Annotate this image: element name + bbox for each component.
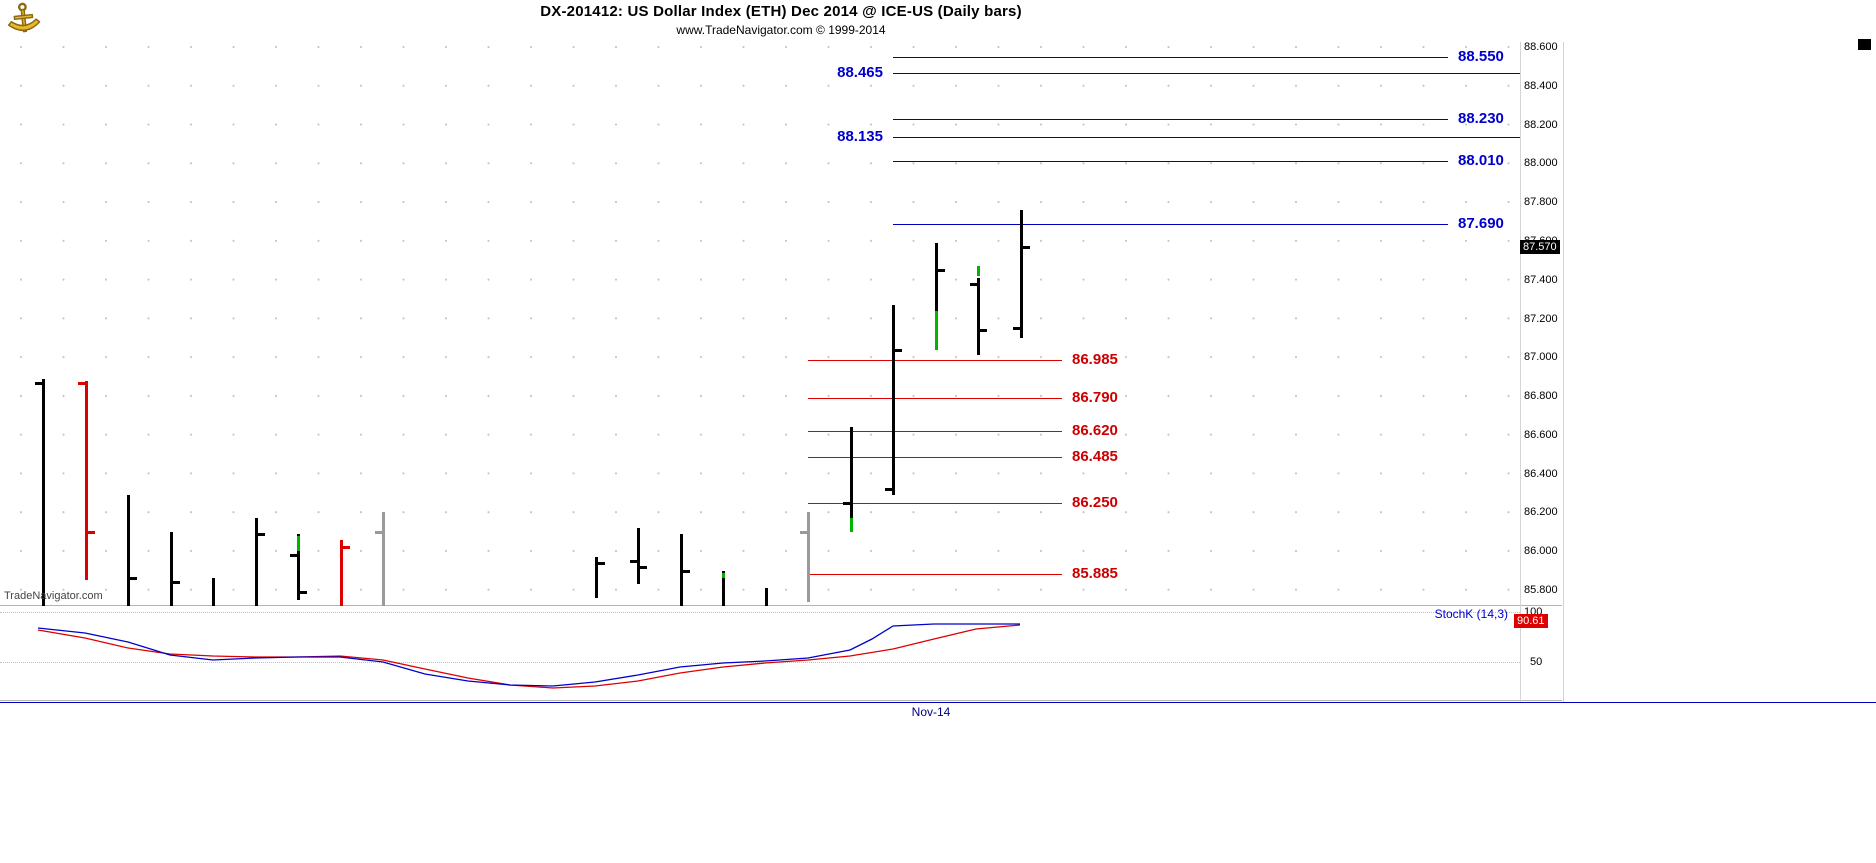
scrollbar-corner[interactable] — [1858, 39, 1871, 50]
price-axis-label: 86.800 — [1524, 390, 1558, 403]
stoch-value-badge: 90.61 — [1514, 614, 1548, 629]
stoch-gridline-50 — [0, 662, 1520, 663]
price-axis-label: 85.800 — [1524, 584, 1558, 597]
axis-divider — [1563, 42, 1564, 702]
price-axis-label: 86.400 — [1524, 467, 1558, 480]
price-axis-label: 86.200 — [1524, 506, 1558, 519]
time-axis-line — [0, 702, 1876, 703]
price-panel[interactable] — [0, 42, 1520, 605]
price-axis-label: 86.600 — [1524, 428, 1558, 441]
trade-navigator-logo — [1, 0, 47, 46]
price-axis-label: 87.800 — [1524, 196, 1558, 209]
watermark: TradeNavigator.com — [4, 590, 103, 602]
anchor-logo-icon — [7, 2, 41, 33]
price-axis-label: 87.400 — [1524, 273, 1558, 286]
stoch-d-line — [37, 624, 1021, 689]
chart-title: DX-201412: US Dollar Index (ETH) Dec 201… — [540, 3, 1022, 20]
price-axis-label: 87.200 — [1524, 312, 1558, 325]
price-axis-label: 86.000 — [1524, 545, 1558, 558]
price-axis-label: 88.600 — [1524, 41, 1558, 54]
price-axis-label: 88.400 — [1524, 79, 1558, 92]
price-axis-label: 87.000 — [1524, 351, 1558, 364]
stoch-gridline-100 — [0, 612, 1520, 613]
price-axis-label: 88.200 — [1524, 118, 1558, 131]
time-axis-label: Nov-14 — [911, 705, 951, 719]
axis-divider — [1520, 42, 1521, 702]
price-axis-label: 88.000 — [1524, 157, 1558, 170]
last-price-badge: 87.570 — [1520, 239, 1560, 254]
panel-divider — [0, 700, 1562, 701]
panel-divider — [0, 605, 1562, 606]
stoch-axis-label: 50 — [1530, 656, 1543, 668]
stochastic-panel[interactable] — [0, 606, 1520, 702]
stoch-indicator-label: StochK (14,3) — [1434, 607, 1508, 621]
stoch-k-line — [37, 623, 1020, 687]
chart-subtitle: www.TradeNavigator.com © 1999-2014 — [676, 23, 886, 37]
